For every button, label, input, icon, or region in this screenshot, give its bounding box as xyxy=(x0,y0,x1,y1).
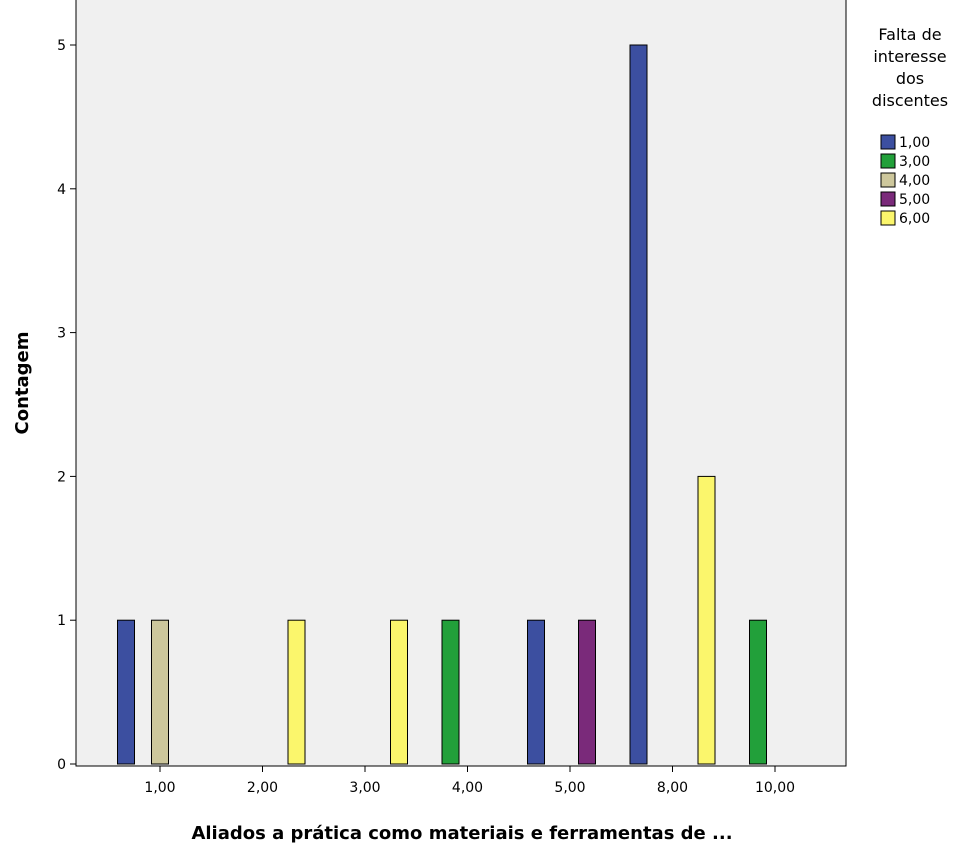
bar xyxy=(390,619,408,765)
legend-label: 1,00 xyxy=(899,135,930,151)
x-tick-label: 3,00 xyxy=(349,780,380,796)
x-tick-label: 4,00 xyxy=(452,780,483,796)
legend-swatch xyxy=(880,172,896,188)
y-tick-label: 5 xyxy=(57,38,66,54)
x-tick-label: 2,00 xyxy=(247,780,278,796)
x-tick-label: 10,00 xyxy=(755,780,795,796)
legend: Falta de interesse dos discentes 1,00 3,00 4,0… xyxy=(872,25,948,227)
legend-title: dos xyxy=(896,69,924,88)
bar xyxy=(527,619,545,765)
y-tick-label: 1 xyxy=(57,613,66,629)
legend-swatch xyxy=(880,210,896,226)
legend-label: 6,00 xyxy=(899,211,930,227)
bar xyxy=(578,619,596,765)
bar xyxy=(749,619,767,765)
bar xyxy=(629,44,648,765)
legend-swatch xyxy=(880,191,896,207)
bar xyxy=(287,619,306,765)
legend-swatch xyxy=(880,153,896,169)
legend-label: 3,00 xyxy=(899,154,930,170)
x-tick-label: 8,00 xyxy=(657,780,688,796)
x-tick-label: 5,00 xyxy=(554,780,585,796)
y-tick-label: 3 xyxy=(57,326,66,342)
y-tick-label: 4 xyxy=(57,182,66,198)
legend-label: 4,00 xyxy=(899,173,930,189)
bar xyxy=(117,619,135,765)
legend-title: discentes xyxy=(872,91,948,110)
legend-title: Falta de xyxy=(878,25,941,44)
legend-swatch xyxy=(880,134,896,150)
y-axis: 0 1 2 3 4 5 xyxy=(57,38,76,773)
bar xyxy=(697,475,716,765)
x-axis-title: Aliados a prática como materiais e ferra… xyxy=(191,823,732,844)
bars-group xyxy=(117,44,767,765)
plot-area xyxy=(75,0,847,767)
y-tick-label: 2 xyxy=(57,469,66,485)
y-axis-title: Contagem xyxy=(12,332,33,435)
y-tick-label: 0 xyxy=(57,757,66,773)
x-axis: 1,00 2,00 3,00 4,00 5,00 8,00 10,00 xyxy=(144,766,795,796)
legend-label: 5,00 xyxy=(899,192,930,208)
bar xyxy=(151,619,169,765)
x-tick-label: 1,00 xyxy=(144,780,175,796)
bar xyxy=(441,619,460,765)
legend-title: interesse xyxy=(873,47,946,66)
